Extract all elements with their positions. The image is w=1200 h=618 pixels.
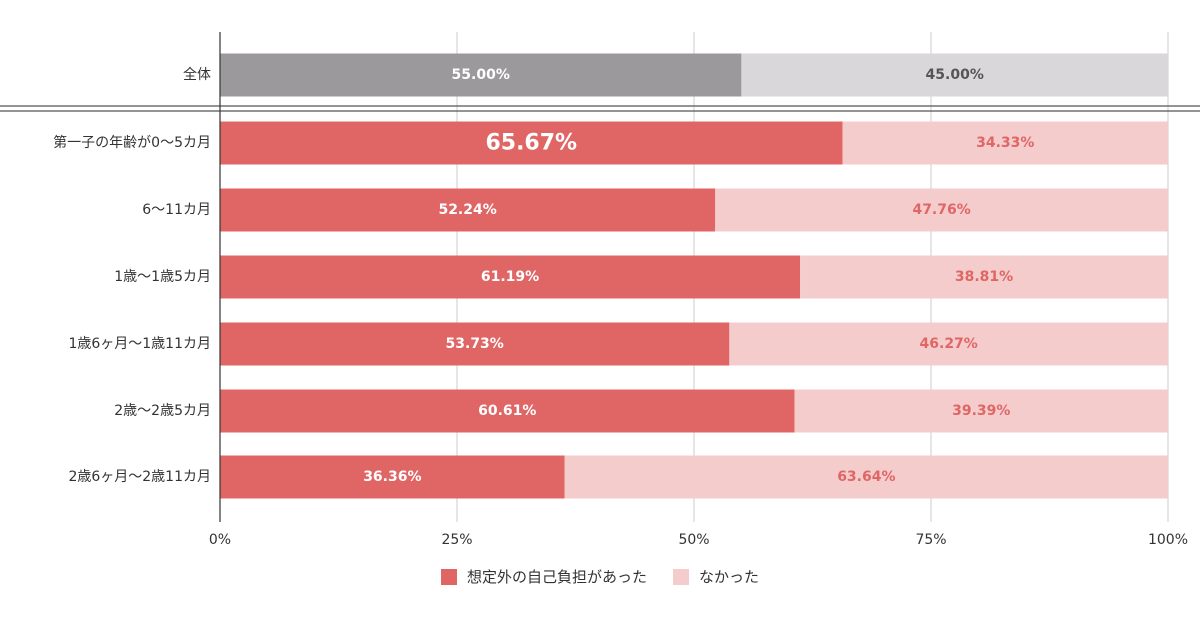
data-label-had-cost-row-5: 60.61% bbox=[478, 403, 536, 419]
legend-label-had-cost: 想定外の自己負担があった bbox=[466, 568, 647, 586]
data-label-had-cost-row-0: 55.00% bbox=[452, 67, 510, 83]
data-label-none-row-6: 63.64% bbox=[837, 469, 895, 485]
chart-svg: 55.00% 45.00% 全体 65.67% 34.33% 第一子の年齢が0〜5カ月 52… bbox=[0, 32, 1200, 548]
legend-item-none[interactable]: なかった bbox=[673, 566, 759, 587]
bar-had-cost-row-3 bbox=[220, 255, 801, 299]
data-label-had-cost-row-3: 61.19% bbox=[481, 269, 539, 285]
bar-none-row-5 bbox=[794, 389, 1168, 433]
bar-had-cost-row-4 bbox=[220, 322, 730, 366]
bar-had-cost-row-0 bbox=[220, 53, 742, 97]
category-label-row-0: 全体 bbox=[183, 66, 211, 83]
legend-swatch-had-cost bbox=[440, 568, 457, 585]
bar-none-row-4 bbox=[729, 322, 1168, 366]
data-label-had-cost-row-2: 52.24% bbox=[438, 202, 496, 218]
bar-none-row-2 bbox=[715, 188, 1168, 232]
x-tick-label-0: 0% bbox=[209, 532, 231, 548]
legend-item-had-cost[interactable]: 想定外の自己負担があった bbox=[440, 566, 647, 587]
data-label-none-row-1: 34.33% bbox=[976, 135, 1034, 151]
bar-had-cost-row-1 bbox=[220, 121, 843, 165]
bar-had-cost-row-2 bbox=[220, 188, 716, 232]
data-label-had-cost-row-1: 65.67% bbox=[485, 131, 577, 156]
data-label-none-row-5: 39.39% bbox=[952, 403, 1010, 419]
bar-none-row-0 bbox=[741, 53, 1168, 97]
bar-had-cost-row-6 bbox=[220, 455, 565, 499]
data-label-none-row-3: 38.81% bbox=[955, 269, 1013, 285]
x-tick-label-50: 50% bbox=[678, 532, 709, 548]
data-label-none-row-2: 47.76% bbox=[912, 202, 970, 218]
x-tick-label-100: 100% bbox=[1148, 532, 1188, 548]
category-label-row-2: 6〜11カ月 bbox=[142, 202, 211, 218]
data-label-none-row-4: 46.27% bbox=[920, 336, 978, 352]
legend-label-none: なかった bbox=[699, 568, 760, 586]
x-tick-label-75: 75% bbox=[915, 532, 946, 548]
bar-none-row-3 bbox=[800, 255, 1168, 299]
category-label-row-3: 1歳〜1歳5カ月 bbox=[114, 269, 211, 285]
bar-had-cost-row-5 bbox=[220, 389, 795, 433]
category-label-row-6: 2歳6ヶ月〜2歳11カ月 bbox=[68, 469, 211, 485]
data-label-had-cost-row-6: 36.36% bbox=[363, 469, 421, 485]
x-tick-label-25: 25% bbox=[441, 532, 472, 548]
data-label-had-cost-row-4: 53.73% bbox=[446, 336, 504, 352]
legend: 想定外の自己負担があった なかった bbox=[0, 566, 1200, 587]
legend-swatch-none bbox=[673, 568, 689, 585]
bar-none-row-6 bbox=[564, 455, 1168, 499]
category-label-row-5: 2歳〜2歳5カ月 bbox=[114, 403, 211, 419]
category-label-row-4: 1歳6ヶ月〜1歳11カ月 bbox=[68, 336, 211, 352]
bar-none-row-1 bbox=[842, 121, 1168, 165]
category-label-row-1: 第一子の年齢が0〜5カ月 bbox=[53, 134, 211, 151]
data-label-none-row-0: 45.00% bbox=[926, 67, 984, 83]
